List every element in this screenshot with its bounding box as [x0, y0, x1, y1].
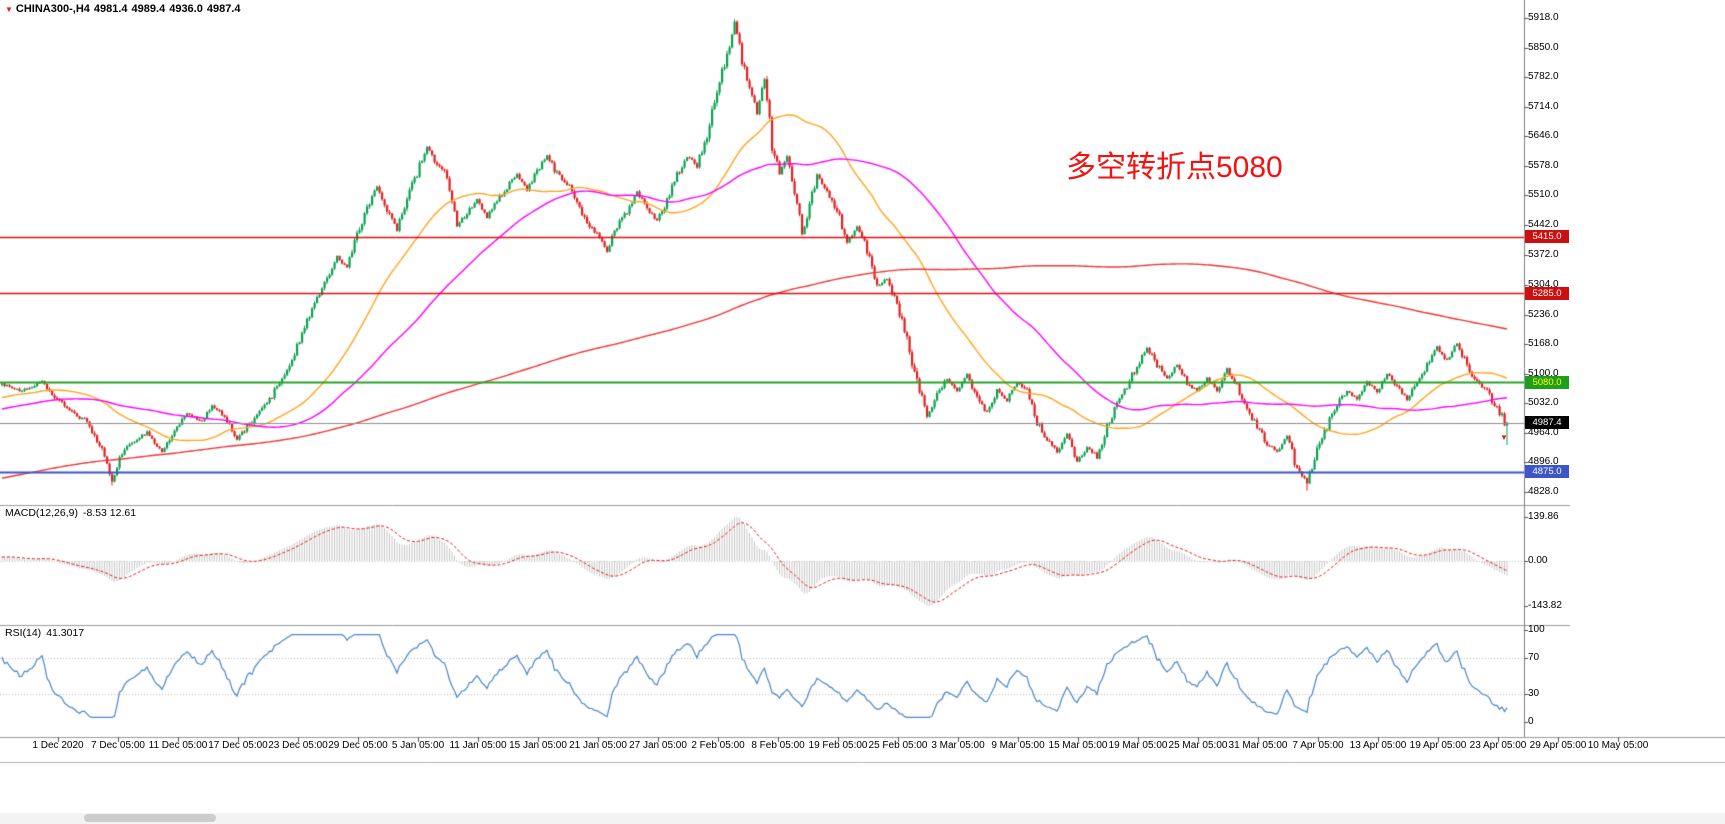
time-axis-label: 29 Apr 05:00 [1529, 740, 1587, 751]
price-tick-label: 5442.0 [1528, 218, 1559, 230]
scrollbar-thumb[interactable] [84, 814, 216, 822]
time-axis-label: 15 Jan 05:00 [509, 740, 567, 751]
time-axis-label: 13 Apr 05:00 [1349, 740, 1407, 751]
time-axis-label: 3 Mar 05:00 [931, 740, 985, 751]
time-axis-label: 19 Apr 05:00 [1409, 740, 1467, 751]
price-tick-label: 5850.0 [1528, 41, 1559, 53]
price-tick-label: 5714.0 [1528, 100, 1559, 112]
price-tick-label: 5168.0 [1528, 338, 1559, 350]
time-axis-label: 11 Jan 05:00 [449, 740, 507, 751]
price-level-badge: 4875.0 [1525, 465, 1569, 479]
rsi-label-value: 41.3017 [46, 627, 85, 639]
rsi-axis-label: 30 [1528, 688, 1540, 700]
current-price-badge: 4987.4 [1525, 416, 1569, 430]
time-axis-label: 19 Mar 05:00 [1108, 740, 1168, 751]
price-tick-label: 4964.0 [1528, 426, 1559, 438]
annotation-text: 多空转折点5080 [1066, 151, 1283, 184]
time-axis-label: 29 Dec 05:00 [328, 740, 388, 751]
rsi-axis-label: 70 [1528, 651, 1540, 663]
price-tick-label: 5304.0 [1528, 279, 1559, 290]
horizontal-scrollbar[interactable] [0, 813, 1725, 824]
time-axis-label: 11 Dec 05:00 [148, 740, 208, 751]
time-axis-label: 21 Jan 05:00 [569, 740, 627, 751]
time-axis-label: 31 Mar 05:00 [1228, 740, 1288, 751]
chart-header: ▼ CHINA300-,H4 4981.4 4989.4 4936.0 4987.4 [5, 3, 241, 15]
time-axis-label: 2 Feb 05:00 [691, 740, 745, 751]
symbol-timeframe-label: CHINA300-,H4 [15, 3, 90, 15]
ohlc-open-value: 4981.4 [93, 3, 128, 15]
ohlc-high-value: 4989.4 [131, 3, 166, 15]
price-tick-label: 5782.0 [1528, 71, 1559, 83]
macd-axis-label: 139.86 [1528, 511, 1559, 522]
time-axis-label: 25 Mar 05:00 [1168, 740, 1228, 751]
price-tick-label: 5032.0 [1528, 397, 1559, 409]
time-axis-label: 8 Feb 05:00 [751, 740, 805, 751]
rsi-indicator-label: RSI(14) 41.3017 [5, 627, 84, 639]
time-axis-label: 5 Jan 05:00 [391, 740, 445, 751]
price-tick-label: 4896.0 [1528, 456, 1559, 468]
price-tick-label: 5510.0 [1528, 189, 1559, 201]
price-tick-label: 4828.0 [1528, 486, 1559, 497]
macd-indicator-label: MACD(12,26,9) -8.53 12.61 [5, 507, 136, 519]
time-axis-label: 10 May 05:00 [1587, 740, 1649, 751]
price-tick-label: 5236.0 [1528, 308, 1559, 320]
macd-axis-label: -143.82 [1528, 600, 1562, 611]
macd-label-values: -8.53 12.61 [82, 507, 137, 519]
time-axis-label: 15 Mar 05:00 [1048, 740, 1108, 751]
symbol-marker-icon: ▼ [5, 5, 13, 14]
time-axis-label: 1 Dec 2020 [32, 740, 84, 751]
price-level-badge: 5415.0 [1525, 230, 1569, 244]
time-axis-label: 19 Feb 05:00 [808, 740, 868, 751]
ohlc-low-value: 4936.0 [169, 3, 203, 15]
time-axis-label: 17 Dec 05:00 [208, 740, 268, 751]
macd-axis-label: 0.00 [1528, 555, 1548, 566]
macd-label-name: MACD(12,26,9) [5, 507, 78, 519]
price-tick-label: 5100.0 [1528, 367, 1559, 379]
rsi-axis-label: 100 [1528, 624, 1545, 635]
time-axis-label: 9 Mar 05:00 [991, 740, 1045, 751]
time-axis-label: 7 Dec 05:00 [91, 740, 145, 751]
price-tick-label: 5578.0 [1528, 159, 1559, 171]
price-drop-arrow-icon: ▼ [1500, 433, 1508, 442]
price-tick-label: 5918.0 [1528, 12, 1559, 23]
time-axis-label: 23 Apr 05:00 [1469, 740, 1527, 751]
rsi-axis-label: 0 [1528, 716, 1534, 727]
price-tick-label: 5372.0 [1528, 249, 1559, 261]
time-axis-label: 25 Feb 05:00 [868, 740, 928, 751]
price-level-badge: 5285.0 [1525, 286, 1569, 300]
time-axis-label: 7 Apr 05:00 [1292, 740, 1344, 751]
time-axis-label: 27 Jan 05:00 [629, 740, 687, 751]
price-level-badge: 5080.0 [1525, 375, 1569, 389]
rsi-label-name: RSI(14) [5, 627, 42, 639]
time-axis-label: 23 Dec 05:00 [268, 740, 328, 751]
price-tick-label: 5646.0 [1528, 130, 1559, 142]
ohlc-close-value: 4987.4 [206, 3, 241, 15]
